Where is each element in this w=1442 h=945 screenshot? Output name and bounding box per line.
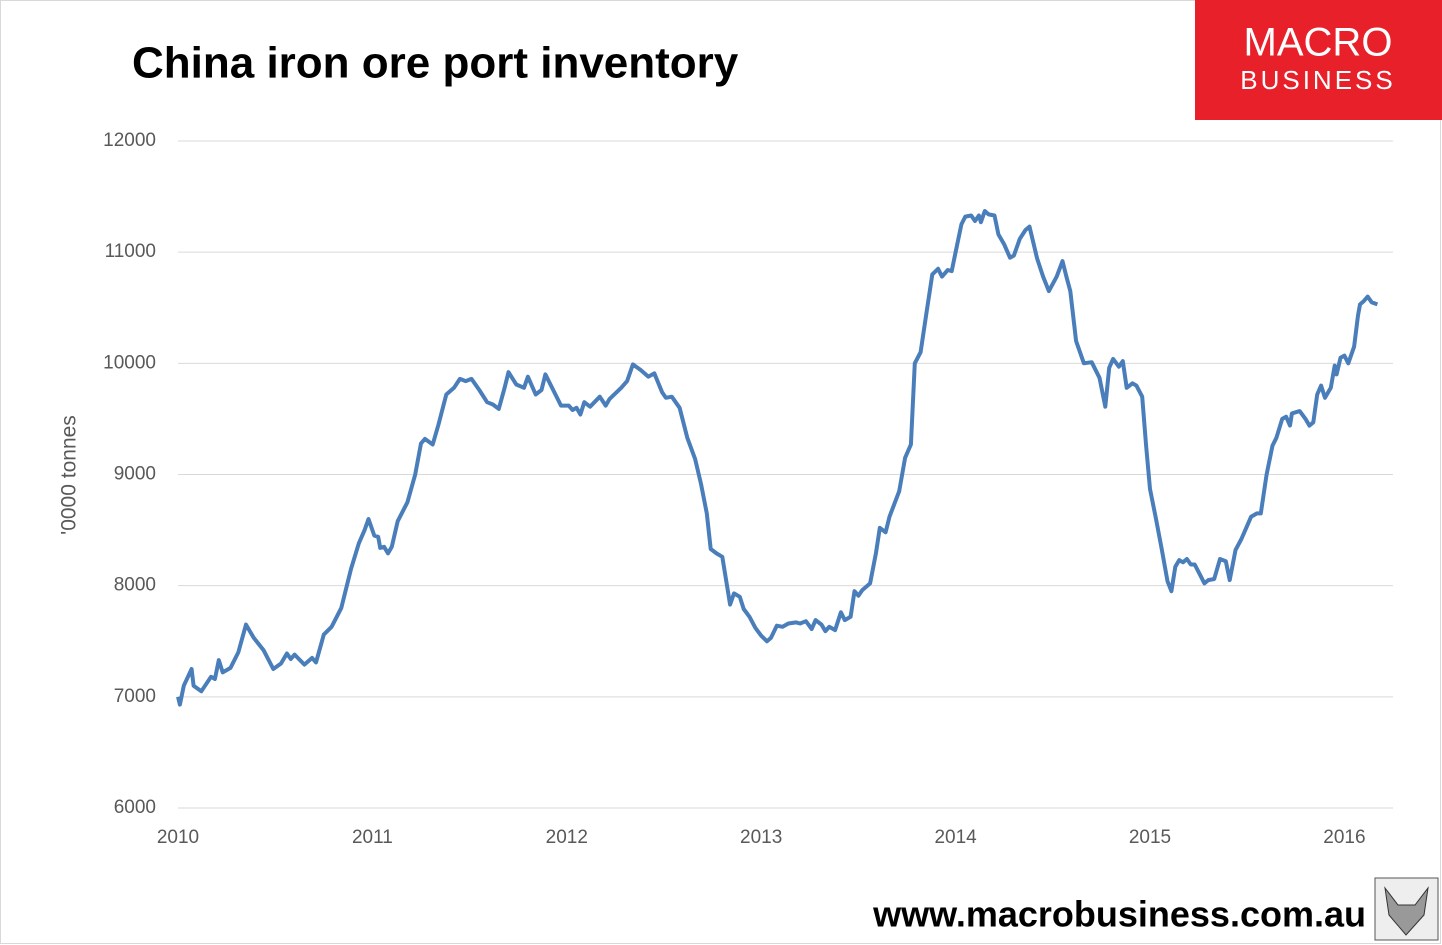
logo-text: BUSINESS bbox=[1240, 65, 1396, 95]
y-tick-label: 11000 bbox=[105, 241, 156, 262]
x-tick-label: 2015 bbox=[1129, 827, 1171, 848]
x-tick-label: 2014 bbox=[934, 827, 977, 848]
y-tick-label: 7000 bbox=[114, 686, 156, 707]
y-axis-label: '0000 tonnes bbox=[58, 415, 81, 535]
logo-box bbox=[1195, 0, 1442, 120]
x-tick-label: 2016 bbox=[1323, 827, 1365, 848]
y-tick-label: 9000 bbox=[114, 464, 156, 485]
x-tick-label: 2010 bbox=[157, 827, 199, 848]
y-tick-label: 12000 bbox=[103, 130, 156, 151]
x-tick-label: 2012 bbox=[546, 827, 588, 848]
fox-icon bbox=[1374, 877, 1439, 941]
y-tick-label: 6000 bbox=[114, 797, 156, 818]
y-tick-label: 8000 bbox=[114, 575, 156, 596]
chart-title: China iron ore port inventory bbox=[132, 39, 739, 88]
footer-url: www.macrobusiness.com.au bbox=[872, 894, 1366, 935]
y-tick-label: 10000 bbox=[103, 352, 156, 373]
x-tick-label: 2013 bbox=[740, 827, 782, 848]
x-tick-label: 2011 bbox=[352, 827, 393, 848]
data-line bbox=[176, 209, 1379, 707]
logo-text: MACRO bbox=[1244, 21, 1393, 65]
